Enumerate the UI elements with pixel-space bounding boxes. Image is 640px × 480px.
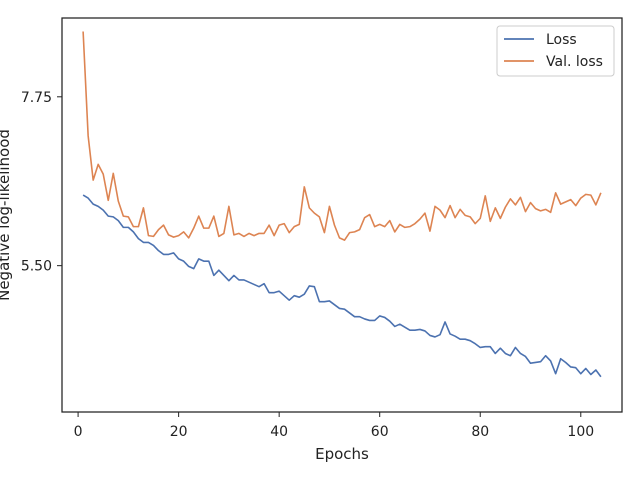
x-tick-label: 20 bbox=[170, 424, 188, 440]
y-tick-label: 5.50 bbox=[21, 259, 52, 275]
ticks-layer: 0 20 40 60 80 100 5.50 7.75 bbox=[21, 90, 594, 440]
legend-label-loss: Loss bbox=[546, 32, 577, 48]
series-line-val-loss bbox=[82, 31, 602, 241]
legend-label-val-loss: Val. loss bbox=[546, 54, 603, 70]
series-line-loss bbox=[82, 194, 602, 378]
x-tick-label: 100 bbox=[567, 424, 594, 440]
x-tick-label: 80 bbox=[471, 424, 489, 440]
series-layer bbox=[82, 31, 602, 378]
legend: Loss Val. loss bbox=[496, 25, 615, 77]
y-axis-label: Negative log-likelihood bbox=[0, 129, 13, 301]
x-axis-label: Epochs bbox=[315, 445, 369, 463]
x-tick-label: 0 bbox=[74, 424, 83, 440]
plot-frame bbox=[61, 17, 623, 413]
x-tick-label: 60 bbox=[371, 424, 389, 440]
y-tick-label: 7.75 bbox=[21, 90, 52, 106]
x-tick-label: 40 bbox=[270, 424, 288, 440]
